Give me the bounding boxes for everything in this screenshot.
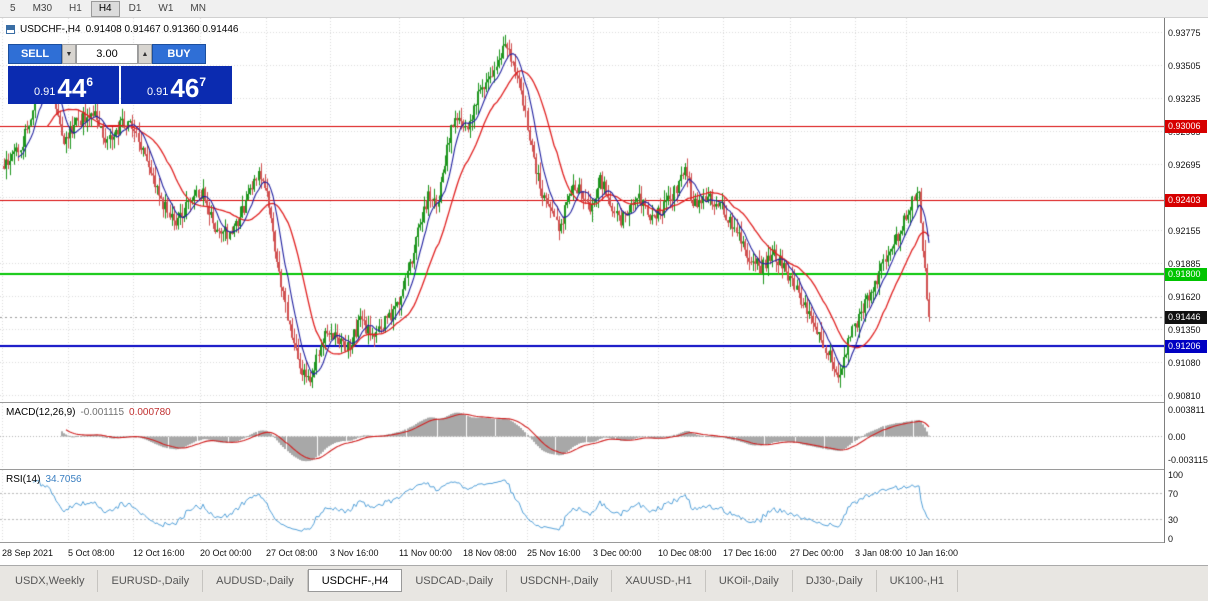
chart-tab-dj30-daily[interactable]: DJ30-,Daily: [793, 570, 877, 592]
timeframe-button-M30[interactable]: M30: [32, 2, 53, 14]
chart-tab-usdcnh-daily[interactable]: USDCNH-,Daily: [507, 570, 613, 592]
sell-price-prefix: 0.91: [33, 86, 56, 98]
time-axis-label: 20 Oct 00:00: [200, 548, 252, 558]
macd-signal-value: 0.000780: [129, 407, 171, 418]
chart-symbol-period: USDCHF-,H4: [20, 24, 81, 35]
time-axis-label: 11 Nov 00:00: [399, 548, 452, 558]
price-axis-label: 0.93775: [1168, 28, 1201, 39]
timeframe-toolbar: 5 M30 H1 H4 D1 W1 MN: [0, 0, 1208, 18]
timeframe-button-5[interactable]: 5: [10, 2, 16, 14]
chart-tab-bar: USDX,Weekly EURUSD-,Daily AUDUSD-,Daily USD…: [0, 565, 1208, 601]
chart-tab-eurusd-daily[interactable]: EURUSD-,Daily: [98, 570, 204, 592]
time-axis-label: 10 Dec 08:00: [658, 548, 712, 558]
timeframe-button-D1[interactable]: D1: [128, 2, 142, 14]
time-axis-label: 17 Dec 16:00: [723, 548, 777, 558]
price-axis-label: 0.90810: [1168, 390, 1201, 401]
price-axis-label: 0.93235: [1168, 94, 1201, 105]
rsi-indicator-canvas[interactable]: [0, 470, 1164, 542]
price-badge-0.91800: 0.91800: [1165, 267, 1207, 281]
price-badge-0.92403: 0.92403: [1165, 193, 1207, 207]
sell-price-display[interactable]: 0.91 44 6: [8, 66, 119, 104]
rsi-axis-label: 70: [1168, 489, 1179, 500]
time-axis-label: 3 Dec 00:00: [593, 548, 642, 558]
buy-button[interactable]: BUY: [152, 44, 206, 64]
macd-axis-label: 0.003811: [1168, 405, 1205, 415]
price-badge-0.93006: 0.93006: [1165, 120, 1207, 134]
time-axis[interactable]: 28 Sep 2021 5 Oct 08:00 12 Oct 16:00 20 Oct…: [0, 543, 1208, 565]
chart-tab-ukoil-daily[interactable]: UKOil-,Daily: [706, 570, 793, 592]
chart-tab-usdchf-h4[interactable]: USDCHF-,H4: [307, 569, 403, 592]
volume-input[interactable]: 3.00: [76, 44, 138, 64]
price-axis-label: 0.91885: [1168, 259, 1201, 270]
price-axis-label: 0.91350: [1168, 324, 1201, 335]
time-axis-label: 3 Nov 16:00: [330, 548, 379, 558]
volume-increase-button[interactable]: ▲: [138, 44, 152, 64]
price-axis-label: 0.92155: [1168, 226, 1201, 237]
time-axis-label: 5 Oct 08:00: [68, 548, 115, 558]
time-axis-label: 12 Oct 16:00: [133, 548, 185, 558]
rsi-label: RSI(14) 34.7056: [6, 474, 82, 485]
sell-price-big: 44: [57, 73, 87, 103]
sell-button[interactable]: SELL: [8, 44, 62, 64]
panel-separator[interactable]: [0, 402, 1208, 403]
timeframe-button-MN[interactable]: MN: [190, 2, 206, 14]
macd-name: MACD(12,26,9): [6, 407, 76, 418]
chart-tab-usdx-weekly[interactable]: USDX,Weekly: [2, 570, 99, 592]
time-axis-label: 27 Dec 00:00: [790, 548, 844, 558]
chart-tab-uk100-h1[interactable]: UK100-,H1: [877, 570, 959, 592]
price-axis-label: 0.91620: [1168, 291, 1201, 302]
chart-tab-audusd-daily[interactable]: AUDUSD-,Daily: [203, 570, 308, 592]
rsi-axis-label: 30: [1168, 514, 1179, 525]
chart-ohlc-values: 0.91408 0.91467 0.91360 0.91446: [85, 24, 239, 35]
volume-decrease-button[interactable]: ▼: [62, 44, 76, 64]
time-axis-label: 27 Oct 08:00: [266, 548, 318, 558]
chart-tab-usdcad-daily[interactable]: USDCAD-,Daily: [402, 570, 507, 592]
rsi-name: RSI(14): [6, 474, 41, 485]
time-axis-label: 3 Jan 08:00: [855, 548, 903, 558]
price-axis-label: 0.92695: [1168, 160, 1201, 171]
timeframe-button-H1[interactable]: H1: [69, 2, 82, 14]
sell-price-sup: 6: [86, 75, 94, 89]
rsi-value: 34.7056: [45, 474, 82, 485]
buy-price-big: 46: [170, 73, 200, 103]
chart-ohlc-header: USDCHF-,H4 0.91408 0.91467 0.91360 0.914…: [6, 24, 239, 35]
macd-label: MACD(12,26,9) -0.001115 0.000780: [6, 407, 171, 418]
one-click-trading-panel: SELL ▼ 3.00 ▲ BUY 0.91 44 6 0.91 46 7: [8, 44, 232, 104]
panel-separator[interactable]: [0, 469, 1208, 470]
time-axis-label: 10 Jan 16:00: [906, 548, 959, 558]
price-badge-0.91446: 0.91446: [1165, 310, 1207, 324]
chart-icon: [6, 25, 15, 34]
macd-indicator-canvas[interactable]: [0, 403, 1164, 469]
panel-separator: [0, 542, 1208, 543]
buy-price-sup: 7: [199, 75, 207, 89]
price-axis-label: 0.91080: [1168, 357, 1201, 368]
rsi-axis-label: 0: [1168, 534, 1174, 544]
chart-tabs: USDX,Weekly EURUSD-,Daily AUDUSD-,Daily USD…: [0, 569, 1208, 592]
timeframe-button-H4[interactable]: H4: [90, 0, 120, 17]
price-axis-label: 0.93505: [1168, 61, 1201, 72]
time-axis-label: 18 Nov 08:00: [463, 548, 517, 558]
macd-axis-label: -0.003115: [1168, 454, 1208, 465]
chart-tab-xauusd-h1[interactable]: XAUUSD-,H1: [612, 570, 706, 592]
timeframe-button-W1[interactable]: W1: [158, 2, 174, 14]
time-axis-label: 25 Nov 16:00: [527, 548, 581, 558]
time-axis-label: 28 Sep 2021: [2, 548, 54, 558]
macd-axis-label: 0.00: [1168, 432, 1186, 442]
buy-price-prefix: 0.91: [146, 86, 169, 98]
rsi-axis-label: 100: [1168, 470, 1184, 480]
macd-value: -0.001115: [80, 407, 125, 418]
price-badge-0.91206: 0.91206: [1165, 340, 1207, 354]
buy-price-display[interactable]: 0.91 46 7: [121, 66, 232, 104]
